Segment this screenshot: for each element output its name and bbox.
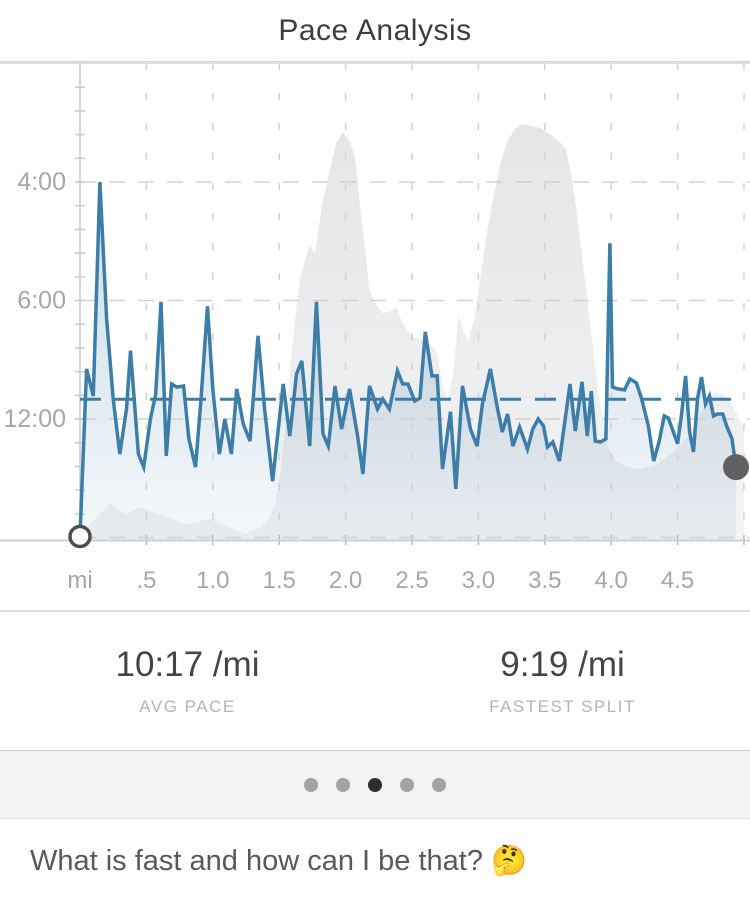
stat-avg-pace: 10:17 /mi AVG PACE bbox=[0, 645, 375, 717]
x-tick-label: mi bbox=[67, 567, 92, 594]
pace-area bbox=[80, 182, 736, 540]
y-tick-label: 6:00 bbox=[17, 287, 66, 315]
x-tick-label: 1.5 bbox=[263, 567, 296, 594]
pace-line bbox=[78, 181, 738, 537]
start-point-marker bbox=[68, 524, 92, 549]
y-tick-label: 12:00 bbox=[3, 405, 66, 433]
x-tick-label: 3.5 bbox=[528, 567, 561, 594]
end-point-marker bbox=[723, 454, 750, 481]
x-tick-label: 3.0 bbox=[462, 567, 495, 594]
x-tick-label: 2.5 bbox=[395, 567, 428, 594]
x-tick-label: .5 bbox=[136, 567, 156, 594]
fastest-split-value: 9:19 /mi bbox=[500, 645, 625, 684]
x-tick-label: 4.5 bbox=[661, 567, 694, 594]
stat-fastest-split: 9:19 /mi FASTEST SPLIT bbox=[375, 645, 750, 717]
page-control[interactable] bbox=[0, 751, 750, 819]
caption-row: What is fast and how can I be that? 🤔 bbox=[0, 819, 750, 903]
x-tick-label: 2.0 bbox=[329, 567, 362, 594]
avg-pace-label: AVG PACE bbox=[139, 697, 236, 716]
y-tick-label: 4:00 bbox=[17, 168, 66, 196]
page-dot[interactable] bbox=[304, 777, 318, 792]
page-dot[interactable] bbox=[400, 777, 414, 792]
x-tick-label: 1.0 bbox=[196, 567, 229, 594]
pace-chart[interactable]: mi .5 1.0 1.5 2.0 2.5 3.0 3.5 4.0 4.5 4:00 6:00 12:0… bbox=[0, 62, 750, 612]
page-dot[interactable] bbox=[432, 777, 446, 792]
page-dot-active[interactable] bbox=[368, 777, 382, 792]
page-title: Pace Analysis bbox=[278, 13, 472, 47]
avg-pace-value: 10:17 /mi bbox=[115, 645, 260, 684]
x-tick-label: 4.0 bbox=[595, 567, 628, 594]
stats-row: 10:17 /mi AVG PACE 9:19 /mi FASTEST SPLI… bbox=[0, 612, 750, 751]
title-bar: Pace Analysis bbox=[0, 0, 750, 62]
page-dot[interactable] bbox=[336, 777, 350, 792]
caption-text: What is fast and how can I be that? 🤔 bbox=[30, 845, 528, 877]
chart-wrap: mi .5 1.0 1.5 2.0 2.5 3.0 3.5 4.0 4.5 4:00 6:00 12:0… bbox=[0, 62, 750, 612]
fastest-split-label: FASTEST SPLIT bbox=[489, 697, 636, 716]
